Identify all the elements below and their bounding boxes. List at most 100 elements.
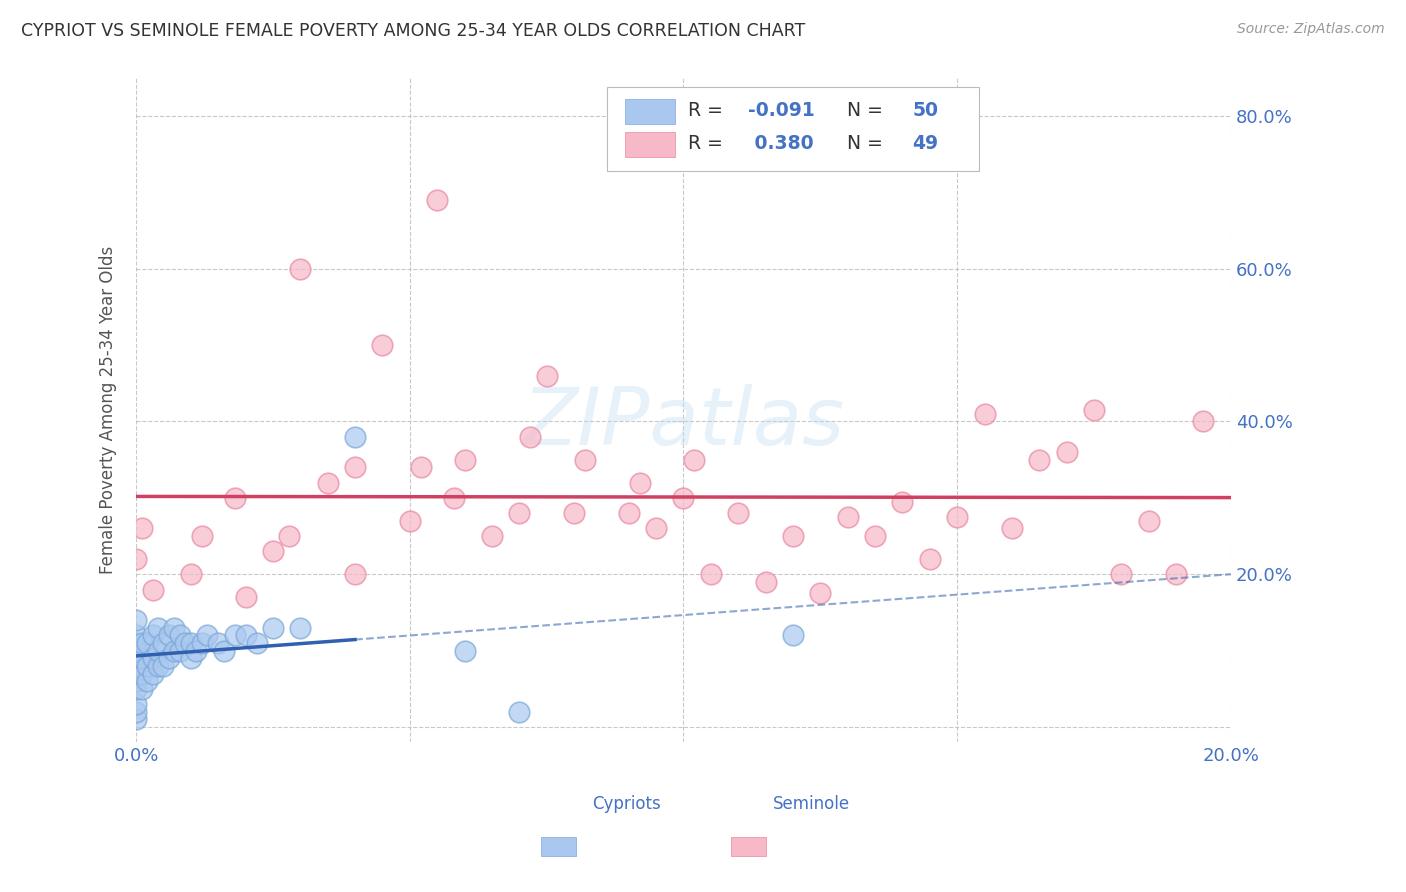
Point [973, 407, 995, 421]
Point [645, 521, 668, 535]
Point [453, 643, 475, 657]
Point [481, 529, 503, 543]
Point [782, 628, 804, 642]
Text: Cypriots: Cypriots [592, 795, 661, 813]
Point [125, 666, 148, 681]
Point [125, 681, 148, 696]
Point [141, 666, 163, 681]
Point [186, 643, 208, 657]
Point [1001, 521, 1024, 535]
Point [628, 475, 651, 490]
Point [157, 651, 180, 665]
Point [1083, 403, 1105, 417]
Point [146, 621, 169, 635]
Point [125, 705, 148, 719]
Point [290, 261, 312, 276]
Point [146, 643, 169, 657]
Text: Seminole: Seminole [773, 795, 851, 813]
Point [863, 529, 886, 543]
Point [1111, 567, 1133, 582]
Point [195, 628, 218, 642]
Point [191, 636, 214, 650]
Point [224, 491, 246, 505]
Point [163, 621, 186, 635]
Point [508, 506, 530, 520]
Point [1056, 445, 1078, 459]
Point [163, 643, 186, 657]
Point [443, 491, 465, 505]
Point [683, 452, 706, 467]
Point [290, 621, 312, 635]
Text: 0.380: 0.380 [748, 134, 814, 153]
Text: CYPRIOT VS SEMINOLE FEMALE POVERTY AMONG 25-34 YEAR OLDS CORRELATION CHART: CYPRIOT VS SEMINOLE FEMALE POVERTY AMONG… [21, 22, 806, 40]
Point [727, 506, 749, 520]
Point [837, 509, 859, 524]
Point [782, 529, 804, 543]
Point [125, 697, 148, 711]
Point [131, 636, 153, 650]
Point [1137, 514, 1160, 528]
Point [146, 659, 169, 673]
Text: R =: R = [688, 134, 728, 153]
Point [125, 674, 148, 689]
Point [891, 494, 914, 508]
Point [519, 430, 541, 444]
Point [1164, 567, 1187, 582]
Point [562, 506, 585, 520]
Point [141, 651, 163, 665]
Point [125, 651, 148, 665]
Text: N =: N = [846, 134, 889, 153]
Point [169, 643, 191, 657]
Point [207, 636, 229, 650]
Point [136, 674, 159, 689]
Point [371, 338, 394, 352]
Point [131, 651, 153, 665]
Point [672, 491, 695, 505]
FancyBboxPatch shape [607, 87, 979, 170]
Point [131, 666, 153, 681]
Point [1028, 452, 1050, 467]
Point [574, 452, 596, 467]
FancyBboxPatch shape [626, 99, 675, 124]
Point [918, 552, 941, 566]
Text: ZIPatlas: ZIPatlas [523, 384, 845, 462]
Point [131, 521, 153, 535]
Point [235, 590, 257, 604]
Point [755, 574, 778, 589]
Point [453, 452, 475, 467]
Text: -0.091: -0.091 [748, 101, 815, 120]
Point [344, 567, 367, 582]
Text: N =: N = [846, 101, 889, 120]
Point [136, 636, 159, 650]
Y-axis label: Female Poverty Among 25-34 Year Olds: Female Poverty Among 25-34 Year Olds [100, 246, 117, 574]
Point [141, 628, 163, 642]
Point [262, 544, 284, 558]
Text: 50: 50 [912, 101, 938, 120]
Point [224, 628, 246, 642]
Point [212, 643, 235, 657]
Point [136, 659, 159, 673]
Point [152, 636, 174, 650]
Point [174, 636, 197, 650]
Point [180, 636, 202, 650]
Point [278, 529, 301, 543]
Point [344, 430, 367, 444]
Point [157, 628, 180, 642]
Point [426, 193, 449, 207]
Point [125, 636, 148, 650]
Point [617, 506, 640, 520]
Point [1192, 414, 1215, 428]
Point [245, 636, 267, 650]
Point [808, 586, 831, 600]
Point [180, 651, 202, 665]
Point [398, 514, 420, 528]
Point [141, 582, 163, 597]
Point [125, 552, 148, 566]
Point [508, 705, 530, 719]
Point [125, 628, 148, 642]
Point [125, 713, 148, 727]
Text: Source: ZipAtlas.com: Source: ZipAtlas.com [1237, 22, 1385, 37]
Point [169, 628, 191, 642]
Point [536, 368, 558, 383]
Point [946, 509, 969, 524]
